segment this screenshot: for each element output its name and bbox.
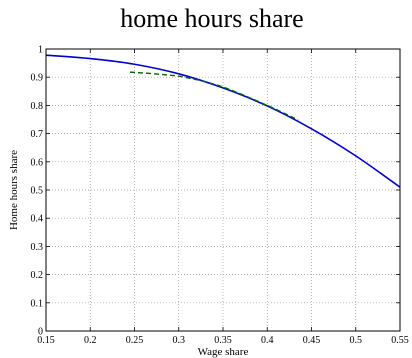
x-tick-label: 0.3 <box>173 335 186 346</box>
x-tick-label: 0.5 <box>350 335 363 346</box>
x-tick-label: 0.45 <box>303 335 321 346</box>
y-tick-label: 0.1 <box>31 298 44 309</box>
dashed-series-line <box>130 71 299 121</box>
x-tick-label: 0.2 <box>84 335 97 346</box>
chart-title: home hours share <box>120 4 303 33</box>
x-axis-label: Wage share <box>198 346 249 358</box>
x-tick-label: 0.15 <box>37 335 55 346</box>
y-tick-label: 0.3 <box>31 242 44 253</box>
y-tick-label: 0.9 <box>31 73 44 84</box>
ticks: 0.15 0.2 0.25 0.3 0.35 0.4 0.45 0.5 0.55 0 0.1 0.2 0… <box>31 45 409 347</box>
y-tick-label: 0.2 <box>31 270 44 281</box>
series-layer <box>45 54 401 188</box>
y-tick-label: 1 <box>38 45 43 56</box>
y-tick-label: 0.7 <box>31 129 44 140</box>
solid-series-line <box>45 54 401 188</box>
x-tick-label: 0.25 <box>126 335 144 346</box>
y-axis-label: Home hours share <box>8 150 20 230</box>
y-tick-label: 0.4 <box>31 214 44 225</box>
y-tick-label: 0.5 <box>31 186 44 197</box>
y-tick-label: 0.8 <box>31 101 44 112</box>
x-tick-label: 0.55 <box>391 335 409 346</box>
y-tick-label: 0.6 <box>31 157 44 168</box>
y-tick-label: 0 <box>38 327 43 338</box>
grid <box>46 49 400 331</box>
x-tick-label: 0.4 <box>261 335 274 346</box>
x-tick-label: 0.35 <box>214 335 232 346</box>
